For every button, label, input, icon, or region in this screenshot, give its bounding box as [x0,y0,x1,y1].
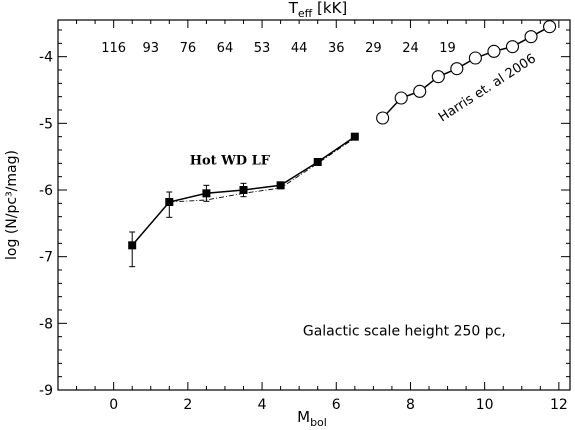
top-axis-label: Teff [kK] [288,0,348,20]
annotation: Galactic scale height 250 pc, [303,323,506,339]
x-tick-label: 10 [476,397,494,413]
data-point [239,186,248,194]
annotation-layer: Hot WD LF Harris et. al 2006 Galactic scal… [190,51,539,339]
data-point [543,20,557,34]
data-point [376,111,390,125]
x-tick-label: 4 [258,397,267,413]
series-layer [128,20,557,268]
data-point [468,51,482,65]
data-point [276,181,285,190]
y-tick-label: -7 [39,250,53,266]
series-line [169,137,356,203]
data-point [128,241,137,250]
y-tick-label: -6 [39,183,53,199]
y-tick-label: -9 [39,383,53,399]
teff-tick-label: 36 [328,41,345,56]
teff-tick-label: 76 [180,41,197,56]
plot-frame [57,19,571,391]
data-point [394,91,408,105]
x-tick-label: 0 [109,397,118,413]
x-tick-label: 8 [406,397,415,413]
data-point [313,158,322,166]
x-tick-label: 12 [550,397,568,413]
data-point [431,70,445,84]
teff-tick-label: 53 [254,41,271,56]
teff-tick-label: 116 [101,41,126,56]
data-point [202,189,211,198]
y-tick-label: -4 [39,50,53,66]
data-point [413,84,427,98]
x-axis-label: Mbol [297,408,327,429]
data-point [487,44,501,58]
x-tick-label: 2 [183,397,192,413]
annotation: Hot WD LF [190,154,271,169]
y-tick-label: -5 [39,116,53,132]
teff-tick-label: 44 [291,41,308,56]
data-point [505,40,520,54]
teff-tick-label: 93 [142,41,159,56]
teff-tick-label: 64 [217,41,234,56]
teff-tick-label: 29 [365,41,382,56]
teff-tick-label: 24 [402,41,419,56]
data-point [350,132,359,141]
annotation: Harris et. al 2006 [436,51,539,125]
teff-tick-label: 19 [439,41,456,56]
data-point [450,62,464,76]
y-axis-label: log (N/pc³/mag) [4,150,20,260]
data-point [524,30,538,44]
y-tick-label: -8 [39,316,53,332]
x-tick-label: 6 [332,397,341,413]
series-line [382,26,550,119]
